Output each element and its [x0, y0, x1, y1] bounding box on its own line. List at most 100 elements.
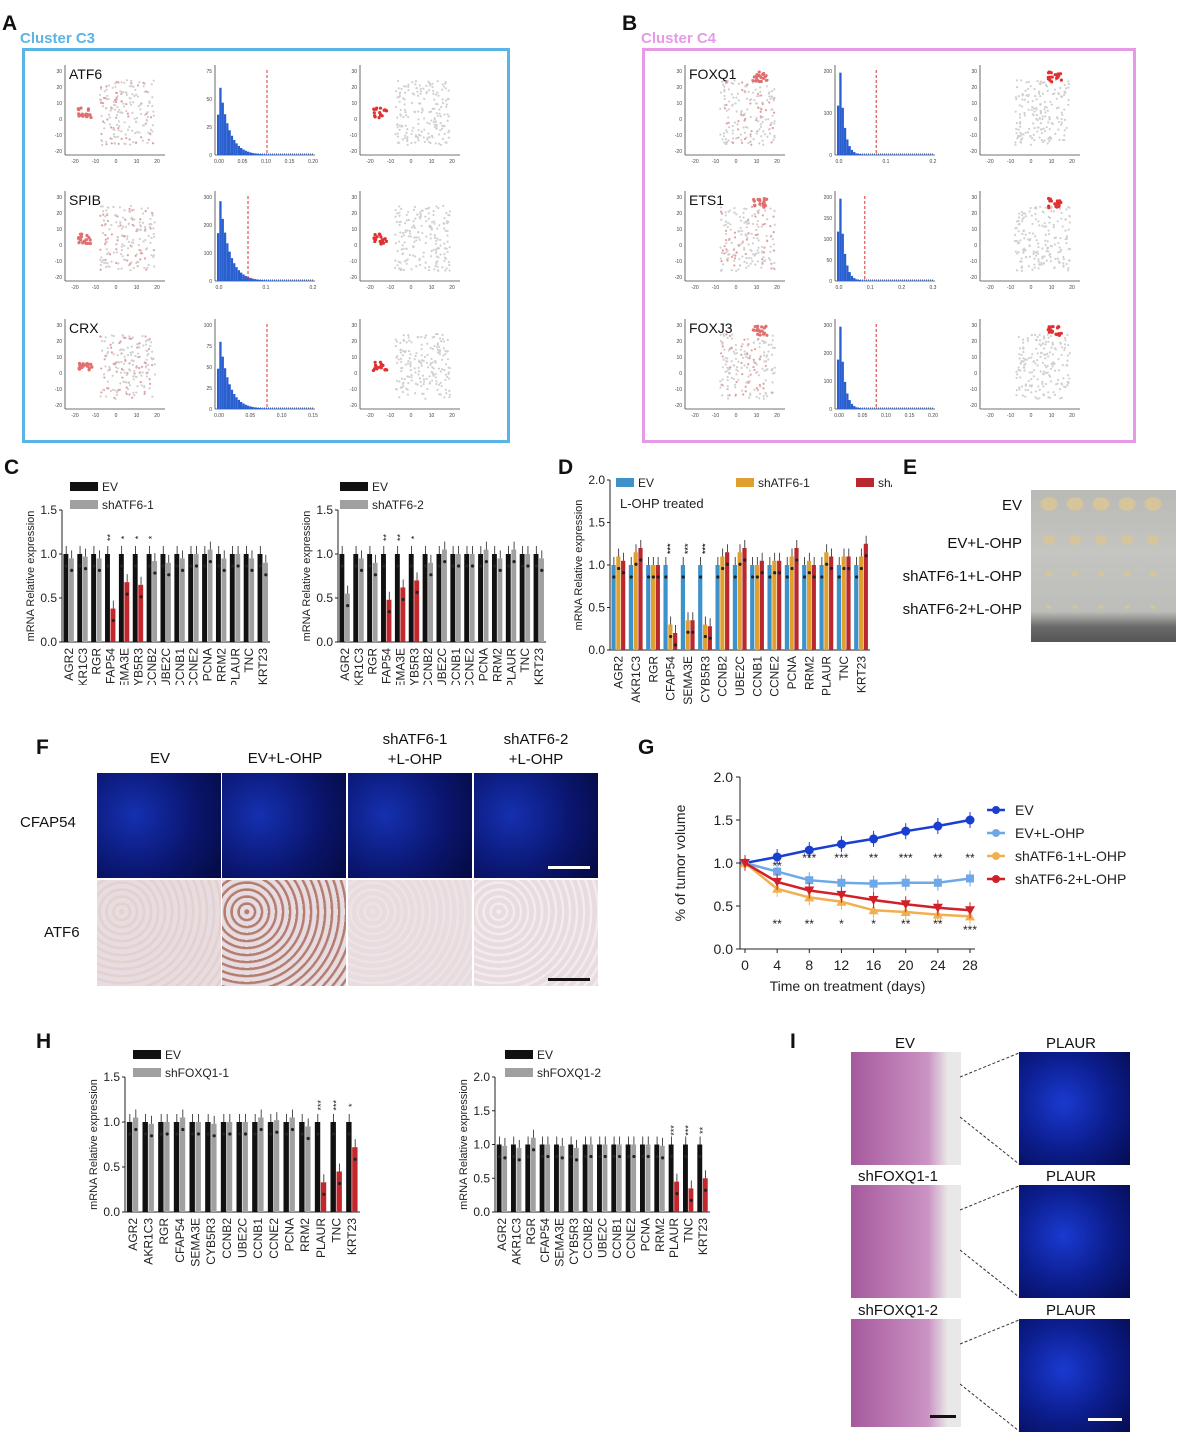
legend-swatch-ev: [505, 1050, 533, 1059]
tsne-point: [404, 378, 406, 380]
tsne-point: [1035, 118, 1037, 120]
x-tick-plaur: PLAUR: [667, 1218, 681, 1258]
hist-xtick: 0.10: [277, 413, 287, 419]
legend-marker-2: [992, 852, 1000, 860]
tsne-point: [153, 115, 155, 117]
tsne-point: [1041, 132, 1043, 134]
tsne-point: [394, 267, 396, 269]
tsne-point: [1028, 380, 1030, 382]
tsne-point: [762, 223, 764, 225]
tsne-point: [129, 384, 131, 386]
tsne-point: [135, 391, 137, 393]
x-tick-rrm2: RRM2: [490, 648, 504, 682]
tsne-point: [1042, 343, 1044, 345]
tsne-point: [757, 226, 759, 228]
cluster-point: [1047, 205, 1050, 208]
tsne-point: [126, 259, 128, 261]
tsne-point: [773, 262, 775, 264]
y-tick-label: 1.5: [473, 1104, 490, 1118]
tsne-point: [729, 366, 731, 368]
tsne-point: [1024, 99, 1026, 101]
gene-label-atf6: ATF6: [69, 66, 102, 82]
tsne-point: [421, 348, 423, 350]
tsne-ytick: 0: [679, 371, 682, 377]
tsne-point: [1055, 383, 1057, 385]
tsne-point: [734, 386, 736, 388]
tsne-point: [1049, 376, 1051, 378]
x-tick-ccne2: CCNE2: [768, 656, 782, 697]
tsne-point: [759, 91, 761, 93]
tsne-point: [1027, 389, 1029, 391]
tsne-point: [1063, 109, 1065, 111]
tsne-point: [121, 243, 123, 245]
tsne-point: [403, 234, 405, 236]
x-tick-cfap54: CFAP54: [104, 648, 118, 685]
cluster-point: [379, 107, 382, 110]
tsne-point: [1043, 347, 1045, 349]
x-tick-ccne2: CCNE2: [267, 1218, 281, 1259]
hist-ytick: 200: [824, 69, 833, 75]
panel-e-row-2: shATF6-1+L-OHP: [903, 568, 1022, 585]
tsne-point: [760, 123, 762, 125]
tsne-point: [412, 220, 414, 222]
replicate-dot: [65, 564, 68, 567]
tsne-ytick: -10: [350, 259, 357, 265]
tsne-point: [430, 362, 432, 364]
tumor-row1-0: [1043, 535, 1055, 545]
cluster-point: [87, 236, 90, 239]
cluster-point: [764, 74, 767, 77]
tsne-point: [426, 362, 428, 364]
tsne-xtick: 10: [429, 413, 435, 419]
tsne-point: [408, 376, 410, 378]
tsne-point: [724, 371, 726, 373]
tsne-point: [149, 378, 151, 380]
tsne-point: [727, 385, 729, 387]
tsne-point: [406, 219, 408, 221]
tsne-point: [132, 392, 134, 394]
tsne-point: [752, 242, 754, 244]
hist-ytick: 0: [829, 153, 832, 159]
tsne-point: [772, 127, 774, 129]
tsne-point: [740, 367, 742, 369]
replicate-dot: [134, 1128, 137, 1131]
tsne-point: [105, 395, 107, 397]
sig-bottom: *: [871, 917, 876, 931]
tsne-point: [1044, 222, 1046, 224]
tsne-point: [131, 217, 133, 219]
tsne-point: [434, 126, 436, 128]
tsne-point: [414, 371, 416, 373]
tsne-point: [425, 208, 427, 210]
tsne-point: [1052, 353, 1054, 355]
cluster-point: [378, 233, 381, 236]
tsne-point: [1041, 118, 1043, 120]
hist-ytick: 100: [824, 111, 833, 117]
tsne-point: [136, 131, 138, 133]
tsne-point: [1031, 384, 1033, 386]
y-axis-label: mRNA Relative expression: [458, 1079, 470, 1210]
tsne-point: [425, 242, 427, 244]
bar-shfoxq1-2-ccnb1: [617, 1145, 622, 1213]
tsne-point: [405, 259, 407, 261]
tsne-point: [768, 101, 770, 103]
significance-mark: **: [382, 533, 392, 541]
tsne-point: [139, 108, 141, 110]
replicate-dot: [795, 558, 798, 561]
tsne-point: [446, 248, 448, 250]
tsne-point: [728, 108, 730, 110]
tsne-point: [1061, 96, 1063, 98]
hist-bar: [231, 390, 233, 409]
tsne-point: [445, 212, 447, 214]
tsne-point: [396, 380, 398, 382]
tsne-point: [1047, 121, 1049, 123]
tsne-point: [153, 233, 155, 235]
tsne-point: [1018, 216, 1020, 218]
tsne-point: [1025, 132, 1027, 134]
tsne-point: [140, 381, 142, 383]
tsne-point: [745, 233, 747, 235]
tsne-point: [148, 387, 150, 389]
panel-i-stain-label-1: PLAUR: [1046, 1168, 1096, 1185]
x-tick-cyb5r3: CYB5R3: [407, 648, 421, 685]
bar-shfoxq1-1-ccne2: [274, 1120, 279, 1212]
